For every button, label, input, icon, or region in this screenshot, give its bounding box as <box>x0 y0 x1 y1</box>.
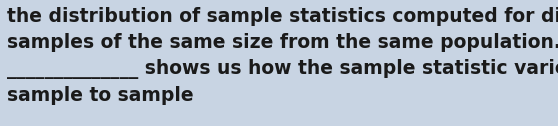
Text: the distribution of sample statistics computed for different
samples of the same: the distribution of sample statistics co… <box>7 7 558 105</box>
